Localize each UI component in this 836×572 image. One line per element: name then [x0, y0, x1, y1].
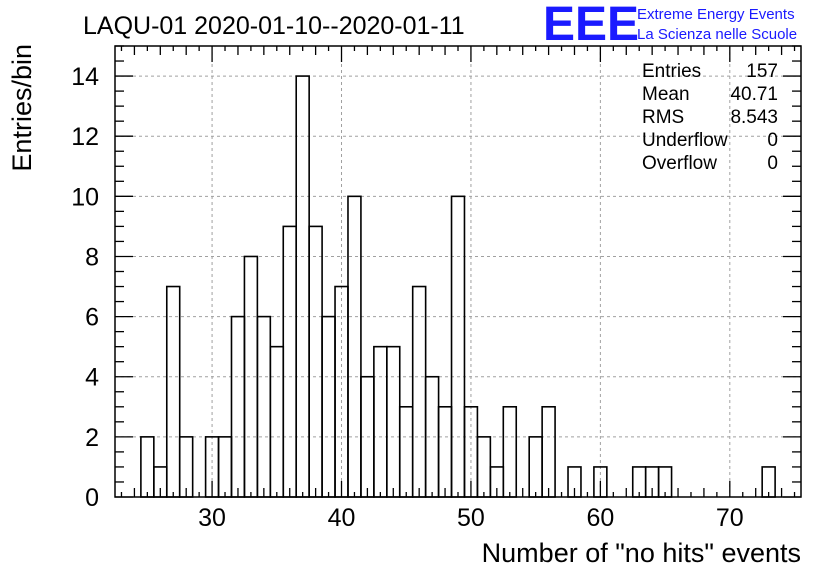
stats-mean-value: 40.71 — [730, 84, 778, 105]
histogram-bin — [450, 195, 466, 498]
histogram-bin — [140, 436, 155, 498]
logo-mark: EEE — [543, 0, 639, 51]
histogram-bin — [217, 436, 233, 498]
y-tick-label: 14 — [71, 63, 99, 91]
stats-underflow-label: Underflow — [642, 130, 728, 151]
axis-ticks — [115, 45, 801, 498]
y-tick-label: 10 — [71, 183, 99, 211]
x-tick-label: 30 — [198, 504, 226, 532]
histogram-bin — [541, 405, 556, 498]
stats-rms-value: 8.543 — [730, 107, 778, 128]
histogram-bin — [347, 195, 362, 498]
y-tick-label: 2 — [85, 424, 99, 452]
eee-logo: EEE Extreme Energy Events La Scienza nel… — [543, 0, 797, 51]
histogram-bin — [269, 345, 285, 498]
y-tick-label: 4 — [85, 364, 99, 392]
stats-underflow-value: 0 — [767, 130, 778, 151]
stats-rms-label: RMS — [642, 107, 684, 128]
histogram-bin — [437, 405, 453, 498]
y-tick-label: 12 — [71, 123, 99, 151]
y-axis-label: Entries/bin — [7, 44, 37, 172]
stats-overflow-label: Overflow — [642, 153, 717, 174]
histogram-bin — [230, 315, 246, 498]
y-tick-label: 0 — [85, 484, 99, 512]
stats-overflow-value: 0 — [767, 153, 778, 174]
histogram-bin — [178, 436, 194, 498]
histogram-bin — [308, 225, 323, 498]
stats-entries-label: Entries — [642, 61, 701, 82]
histogram-bin — [528, 436, 543, 498]
histogram-bin — [411, 285, 427, 498]
plot-frame — [114, 45, 802, 498]
x-tick-label: 70 — [716, 504, 744, 532]
x-tick-label: 50 — [457, 504, 485, 532]
y-tick-label: 8 — [85, 243, 99, 271]
stats-box: Entries 157 Mean 40.71 RMS 8.543 Underfl… — [642, 61, 778, 174]
x-tick-labels: 30 40 50 60 70 — [198, 504, 744, 532]
histogram-bin — [295, 75, 310, 498]
histogram-bin — [282, 225, 298, 498]
histogram-bin — [502, 405, 518, 498]
histogram-bin — [165, 285, 181, 498]
histogram-bin — [386, 345, 401, 498]
y-tick-labels: 0 2 4 6 8 10 12 14 — [71, 63, 99, 512]
stats-mean-label: Mean — [642, 84, 690, 105]
logo-line-2: La Scienza nelle Scuole — [637, 26, 797, 43]
histogram-bin — [398, 405, 414, 498]
x-tick-label: 60 — [586, 504, 614, 532]
chart-title: LAQU-01 2020-01-10--2020-01-11 — [83, 12, 465, 40]
logo-line-1: Extreme Energy Events — [637, 6, 795, 23]
stats-entries-value: 157 — [746, 61, 778, 82]
histogram-bin — [256, 315, 272, 498]
x-axis-label: Number of "no hits" events — [482, 538, 801, 568]
grid-lines — [115, 46, 801, 497]
histogram-bin — [476, 436, 492, 498]
x-tick-label: 40 — [328, 504, 356, 532]
histogram-bin — [321, 315, 336, 498]
y-tick-label: 6 — [85, 304, 99, 332]
histogram-bin — [373, 345, 388, 498]
